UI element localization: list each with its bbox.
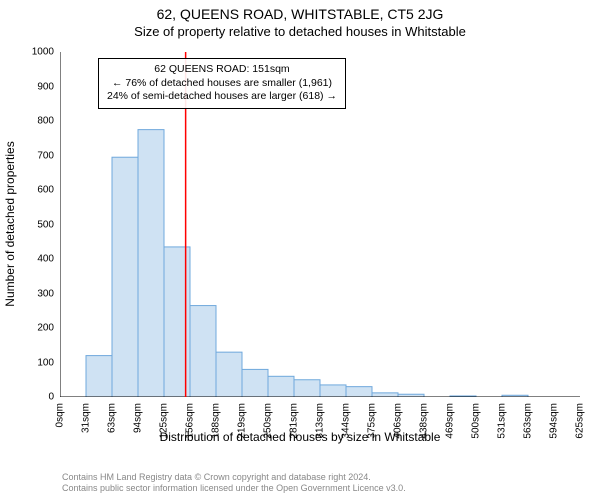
x-tick-label: 563sqm — [523, 403, 534, 439]
annotation-line2: ← 76% of detached houses are smaller (1,… — [107, 77, 337, 91]
annotation-line1: 62 QUEENS ROAD: 151sqm — [107, 63, 337, 77]
x-tick-label: 344sqm — [341, 403, 352, 439]
chart-container: 62, QUEENS ROAD, WHITSTABLE, CT5 2JG Siz… — [0, 0, 600, 500]
y-tick-label: 700 — [37, 150, 54, 161]
y-tick-label: 900 — [37, 81, 54, 92]
x-tick-label: 94sqm — [133, 403, 144, 433]
page-subtitle: Size of property relative to detached ho… — [0, 22, 600, 39]
annotation-line3: 24% of semi-detached houses are larger (… — [107, 90, 337, 104]
y-tick-label: 600 — [37, 185, 54, 196]
x-tick-label: 375sqm — [367, 403, 378, 439]
footer-line2: Contains public sector information licen… — [62, 483, 406, 494]
y-tick-label: 400 — [37, 254, 54, 265]
x-tick-label: 219sqm — [237, 403, 248, 439]
y-tick-label: 0 — [48, 392, 54, 403]
y-tick-label: 500 — [37, 219, 54, 230]
x-tick-label: 500sqm — [471, 403, 482, 439]
x-tick-label: 31sqm — [81, 403, 92, 433]
x-tick-label: 531sqm — [497, 403, 508, 439]
annotation-box: 62 QUEENS ROAD: 151sqm← 76% of detached … — [98, 58, 346, 109]
y-axis-label: Number of detached properties — [3, 141, 17, 306]
x-tick-label: 188sqm — [211, 403, 222, 439]
footer-line1: Contains HM Land Registry data © Crown c… — [62, 472, 406, 483]
y-tick-label: 300 — [37, 288, 54, 299]
page-title: 62, QUEENS ROAD, WHITSTABLE, CT5 2JG — [0, 0, 600, 22]
x-tick-label: 156sqm — [185, 403, 196, 439]
x-tick-label: 125sqm — [159, 403, 170, 439]
y-tick-label: 800 — [37, 116, 54, 127]
x-tick-label: 63sqm — [107, 403, 118, 433]
x-tick-label: 594sqm — [549, 403, 560, 439]
y-tick-label: 1000 — [32, 47, 54, 58]
x-tick-label: 281sqm — [289, 403, 300, 439]
x-tick-label: 469sqm — [445, 403, 456, 439]
x-tick-label: 438sqm — [419, 403, 430, 439]
footer-attribution: Contains HM Land Registry data © Crown c… — [62, 472, 406, 495]
x-tick-label: 0sqm — [55, 403, 66, 427]
x-tick-label: 250sqm — [263, 403, 274, 439]
y-tick-label: 100 — [37, 357, 54, 368]
x-tick-label: 625sqm — [575, 403, 586, 439]
x-tick-label: 406sqm — [393, 403, 404, 439]
y-tick-label: 200 — [37, 323, 54, 334]
x-tick-label: 313sqm — [315, 403, 326, 439]
